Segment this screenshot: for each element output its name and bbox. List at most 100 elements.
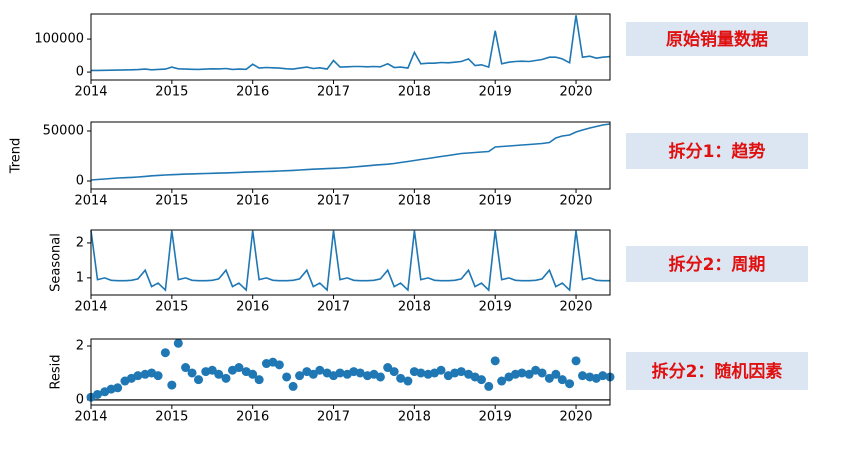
subplot: 2014 2015 2016 2017 2018 2019 2020 0 100000 原始销量数… bbox=[34, 13, 808, 100]
annotation: 拆分2：周期 bbox=[669, 254, 766, 275]
resid-point bbox=[578, 371, 588, 381]
y-tick-label: 100000 bbox=[34, 32, 84, 47]
y-axis-label: Seasonal bbox=[49, 233, 64, 292]
resid-point bbox=[537, 368, 547, 378]
resid-point bbox=[187, 368, 197, 378]
resid-point bbox=[383, 363, 393, 373]
axes-frame bbox=[90, 229, 611, 296]
resid-point bbox=[214, 369, 224, 379]
x-tick-label: 2020 bbox=[559, 85, 592, 100]
x-tick-label: 2014 bbox=[74, 85, 107, 100]
annotation-box bbox=[626, 246, 808, 282]
y-tick-label: 2 bbox=[76, 235, 84, 250]
x-tick-label: 2017 bbox=[317, 194, 350, 209]
resid-point bbox=[396, 373, 406, 383]
x-tick-label: 2019 bbox=[479, 85, 512, 100]
y-axis-label: Trend bbox=[9, 138, 24, 175]
resid-point bbox=[282, 372, 292, 382]
resid-point bbox=[92, 389, 102, 399]
x-tick-label: 2019 bbox=[479, 194, 512, 209]
x-tick-label: 2018 bbox=[398, 194, 431, 209]
axes-frame bbox=[90, 13, 611, 81]
resid-point bbox=[295, 371, 305, 381]
resid-point bbox=[565, 379, 575, 389]
axes-frame bbox=[90, 338, 611, 406]
x-tick-label: 2019 bbox=[479, 410, 512, 425]
resid-point bbox=[403, 376, 413, 386]
x-tick-label: 2015 bbox=[155, 85, 188, 100]
subplot: 2014 2015 2016 2017 2018 2019 2020 0 2 Resid 拆分2：随… bbox=[49, 338, 808, 425]
series-line bbox=[90, 230, 610, 292]
series-line bbox=[90, 123, 611, 181]
y-tick-label: 0 bbox=[76, 392, 84, 407]
resid-point bbox=[274, 360, 284, 370]
resid-point bbox=[335, 368, 345, 378]
resid-point bbox=[173, 338, 183, 348]
resid-point bbox=[551, 369, 561, 379]
annotation: 拆分2：随机因素 bbox=[652, 361, 783, 382]
resid-point bbox=[181, 363, 191, 373]
resid-point bbox=[416, 368, 426, 378]
x-tick-label: 2015 bbox=[155, 300, 188, 315]
annotation-box bbox=[626, 133, 808, 169]
resid-point bbox=[207, 365, 217, 375]
series-line bbox=[91, 15, 611, 72]
x-tick-label: 2018 bbox=[398, 85, 431, 100]
x-tick-label: 2020 bbox=[559, 194, 592, 209]
resid-point bbox=[113, 383, 123, 393]
resid-point bbox=[557, 375, 567, 385]
x-tick-label: 2015 bbox=[155, 194, 188, 209]
resid-point bbox=[160, 348, 170, 358]
x-tick-label: 2014 bbox=[74, 410, 107, 425]
resid-point bbox=[308, 369, 318, 379]
resid-point bbox=[484, 381, 494, 391]
annotation-box bbox=[626, 22, 808, 56]
resid-point bbox=[375, 372, 385, 382]
resid-point bbox=[234, 363, 244, 373]
x-tick-label: 2020 bbox=[559, 410, 592, 425]
x-tick-label: 2016 bbox=[236, 300, 269, 315]
y-tick-label: 2 bbox=[76, 339, 84, 354]
x-tick-label: 2017 bbox=[317, 410, 350, 425]
x-tick-label: 2016 bbox=[236, 194, 269, 209]
resid-point bbox=[544, 373, 554, 383]
resid-point bbox=[524, 369, 534, 379]
subplot: 2014 2015 2016 2017 2018 2019 2020 0 50000 Trend 拆… bbox=[9, 121, 808, 209]
resid-point bbox=[288, 381, 298, 391]
x-tick-label: 2016 bbox=[236, 410, 269, 425]
annotation: 拆分1：趋势 bbox=[669, 141, 766, 162]
resid-point bbox=[315, 365, 325, 375]
x-tick-label: 2015 bbox=[155, 410, 188, 425]
x-tick-label: 2014 bbox=[74, 300, 107, 315]
resid-point bbox=[517, 368, 527, 378]
x-tick-label: 2017 bbox=[317, 300, 350, 315]
resid-point bbox=[598, 371, 608, 381]
y-tick-label: 0 bbox=[76, 65, 84, 80]
resid-point bbox=[497, 376, 507, 386]
resid-point bbox=[456, 367, 466, 377]
resid-point bbox=[248, 369, 258, 379]
x-tick-label: 2016 bbox=[236, 85, 269, 100]
resid-point bbox=[153, 371, 163, 381]
y-axis-label: Resid bbox=[49, 354, 64, 389]
resid-point bbox=[476, 375, 486, 385]
resid-point bbox=[436, 365, 446, 375]
resid-point bbox=[194, 375, 204, 385]
annotation: 原始销量数据 bbox=[666, 29, 768, 50]
y-tick-label: 1 bbox=[76, 270, 84, 285]
x-tick-label: 2018 bbox=[398, 300, 431, 315]
subplot: 2014 2015 2016 2017 2018 2019 2020 1 2 Seasonal 拆分… bbox=[49, 229, 808, 315]
y-tick-label: 50000 bbox=[43, 124, 84, 139]
resid-point bbox=[254, 375, 264, 385]
x-tick-label: 2017 bbox=[317, 85, 350, 100]
axes-frame bbox=[90, 121, 611, 190]
annotation-box bbox=[626, 352, 808, 390]
resid-point bbox=[389, 367, 399, 377]
resid-point bbox=[571, 356, 581, 366]
resid-point bbox=[490, 356, 500, 366]
x-tick-label: 2014 bbox=[74, 194, 107, 209]
resid-point bbox=[221, 373, 231, 383]
x-tick-label: 2019 bbox=[479, 300, 512, 315]
resid-point bbox=[167, 380, 177, 390]
